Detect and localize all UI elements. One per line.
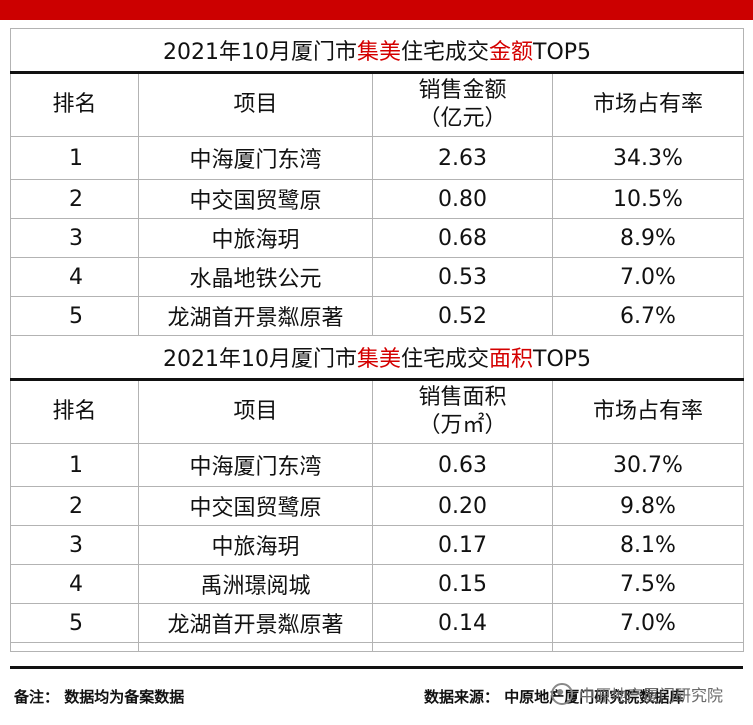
watermark: 中原地产厦门研究院 — [550, 682, 723, 706]
area-title-district: 集美 — [356, 347, 401, 372]
ranking-table: 2021年10月厦门市集美住宅成交金额TOP5 排名 项目 销售金额 （亿元） 市… — [10, 28, 744, 652]
table-row: 1 中海厦门东湾 2.63 34.3% — [10, 136, 744, 180]
area-title-metric: 面积 — [488, 347, 533, 372]
header-rank: 排名 — [10, 71, 139, 137]
table-row: 2 中交国贸鹭原 0.80 10.5% — [10, 179, 744, 219]
header-project: 项目 — [138, 378, 373, 444]
top-red-bar — [0, 0, 753, 20]
ranking-sheet: 2021年10月厦门市集美住宅成交金额TOP5 排名 项目 销售金额 （亿元） 市… — [10, 28, 744, 652]
header-sales-area: 销售面积 （万㎡） — [372, 378, 553, 444]
table-row: 2 中交国贸鹭原 0.20 9.8% — [10, 486, 744, 526]
header-project: 项目 — [138, 71, 373, 137]
amount-title-metric: 金额 — [488, 40, 533, 65]
amount-title-district: 集美 — [356, 40, 401, 65]
header-sales-amount: 销售金额 （亿元） — [372, 71, 553, 137]
footer-divider — [10, 666, 743, 669]
footer-note: 备注： 数据均为备案数据 — [14, 688, 185, 706]
area-header-row: 排名 项目 销售面积 （万㎡） 市场占有率 — [10, 378, 744, 444]
table-row: 1 中海厦门东湾 0.63 30.7% — [10, 443, 744, 487]
header-market-share: 市场占有率 — [552, 71, 744, 137]
table-row: 3 中旅海玥 0.68 8.9% — [10, 218, 744, 258]
amount-header-row: 排名 项目 销售金额 （亿元） 市场占有率 — [10, 71, 744, 137]
watermark-text: 中原地产厦门研究院 — [578, 686, 723, 705]
table-row: 4 水晶地铁公元 0.53 7.0% — [10, 257, 744, 297]
amount-table-title: 2021年10月厦门市集美住宅成交金额TOP5 — [10, 28, 744, 73]
table-row: 4 禹洲璟阅城 0.15 7.5% — [10, 564, 744, 604]
header-rank: 排名 — [10, 378, 139, 444]
area-title-row: 2021年10月厦门市集美住宅成交面积TOP5 — [10, 335, 744, 380]
header-market-share: 市场占有率 — [552, 378, 744, 444]
table-row: 3 中旅海玥 0.17 8.1% — [10, 525, 744, 565]
wechat-icon — [550, 683, 573, 705]
amount-title-row: 2021年10月厦门市集美住宅成交金额TOP5 — [10, 28, 744, 73]
table-bottom-gap — [10, 642, 744, 652]
table-row: 5 龙湖首开景粼原著 0.52 6.7% — [10, 296, 744, 336]
table-row: 5 龙湖首开景粼原著 0.14 7.0% — [10, 603, 744, 643]
area-table-title: 2021年10月厦门市集美住宅成交面积TOP5 — [10, 335, 744, 380]
